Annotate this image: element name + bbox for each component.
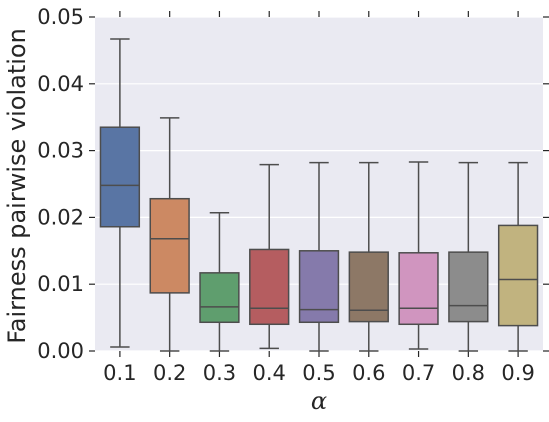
x-tick-label: 0.8	[452, 361, 485, 385]
x-tick-label: 0.6	[352, 361, 385, 385]
y-tick-label: 0.03	[37, 139, 84, 163]
x-tick-label: 0.3	[203, 361, 236, 385]
x-tick-label: 0.9	[501, 361, 534, 385]
y-tick-label: 0.02	[37, 205, 84, 229]
x-tick-label: 0.1	[103, 361, 136, 385]
box-iqr	[398, 252, 439, 326]
x-tick-labels: 0.1 0.2 0.3 0.4 0.5 0.6 0.7 0.8 0.9	[103, 361, 535, 385]
box-iqr	[249, 248, 290, 326]
y-tick-labels: 0.00 0.01 0.02 0.03 0.04 0.05	[37, 5, 84, 363]
box-group-0-4	[249, 163, 290, 350]
x-axis-title: α	[311, 387, 327, 415]
box-iqr	[298, 250, 340, 324]
x-tick-label: 0.5	[302, 361, 335, 385]
y-tick-label: 0.00	[37, 339, 84, 363]
box-iqr	[497, 224, 539, 327]
box-group-0-1	[99, 38, 141, 348]
box-group-0-9	[497, 161, 539, 352]
box-group-0-8	[448, 161, 489, 352]
box-group-0-2	[149, 117, 190, 352]
box-group-0-3	[199, 211, 240, 352]
box-iqr	[199, 272, 240, 324]
box-iqr	[99, 126, 141, 228]
box-group-0-7	[398, 161, 439, 350]
box-group-0-5	[298, 161, 340, 352]
x-tick-label: 0.2	[153, 361, 186, 385]
box-group-0-6	[348, 161, 389, 352]
boxes-layer	[99, 38, 539, 352]
box-iqr	[448, 251, 489, 323]
x-tick-label: 0.7	[402, 361, 435, 385]
box-iqr	[348, 251, 389, 323]
axis-ticks	[89, 11, 549, 357]
y-axis-title: Fairness pairwise violation	[3, 28, 31, 344]
x-tick-label: 0.4	[253, 361, 286, 385]
box-iqr	[149, 197, 190, 294]
y-tick-label: 0.04	[37, 72, 84, 96]
y-tick-label: 0.01	[37, 272, 84, 296]
y-tick-label: 0.05	[37, 5, 84, 29]
